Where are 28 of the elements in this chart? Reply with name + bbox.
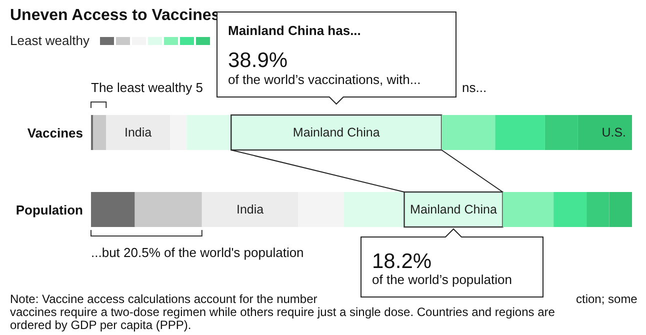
bar: [134, 192, 202, 227]
bar: [502, 192, 554, 227]
text: Mainland China has...: [228, 23, 361, 38]
legend-title: Least wealthy: [10, 33, 90, 48]
series-label: India: [124, 126, 152, 140]
text: 18.2%: [372, 250, 432, 273]
bar: [91, 192, 135, 227]
annotation: ...but 20.5% of the world's population: [91, 245, 304, 260]
text: India: [236, 202, 264, 216]
text: of the world’s population: [372, 272, 512, 287]
text: 38.9%: [228, 49, 288, 72]
bar: [554, 192, 587, 227]
series-label: Mainland China: [410, 202, 497, 216]
bar: [495, 115, 545, 150]
text: ction; some: [576, 292, 638, 306]
bar: [93, 115, 106, 150]
text: Mainland China: [292, 126, 380, 140]
series-label: U.S.: [602, 126, 626, 140]
annotation: The least wealthy 5: [91, 80, 204, 95]
annotation: ns...: [462, 80, 487, 95]
text: vaccines require a two-dose regimen while others require just a single dose. Countries and regions are: [10, 305, 556, 319]
y-tick-label: Population: [16, 202, 84, 218]
bar: [442, 115, 496, 150]
text: ordered by GDP per capita (PPP).: [10, 318, 192, 332]
text: of the world’s vaccinations, with...: [228, 72, 421, 87]
text: Note: Vaccine access calculations account for the number: [10, 292, 318, 306]
y-tick-label: Vaccines: [27, 126, 83, 140]
chart-title: Uneven Access to Vaccines: [10, 7, 220, 24]
